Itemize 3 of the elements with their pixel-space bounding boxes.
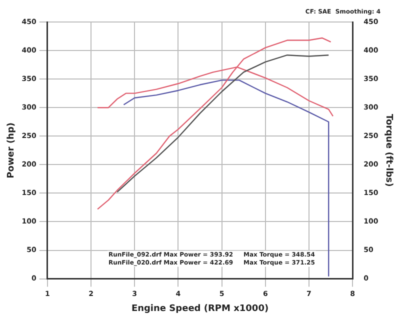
y2-axis-title: Torque (ft-lbs) bbox=[383, 114, 394, 187]
x-axis-title: Engine Speed (RPM x1000) bbox=[131, 304, 269, 314]
y-axis-title: Power (hp) bbox=[6, 122, 17, 178]
